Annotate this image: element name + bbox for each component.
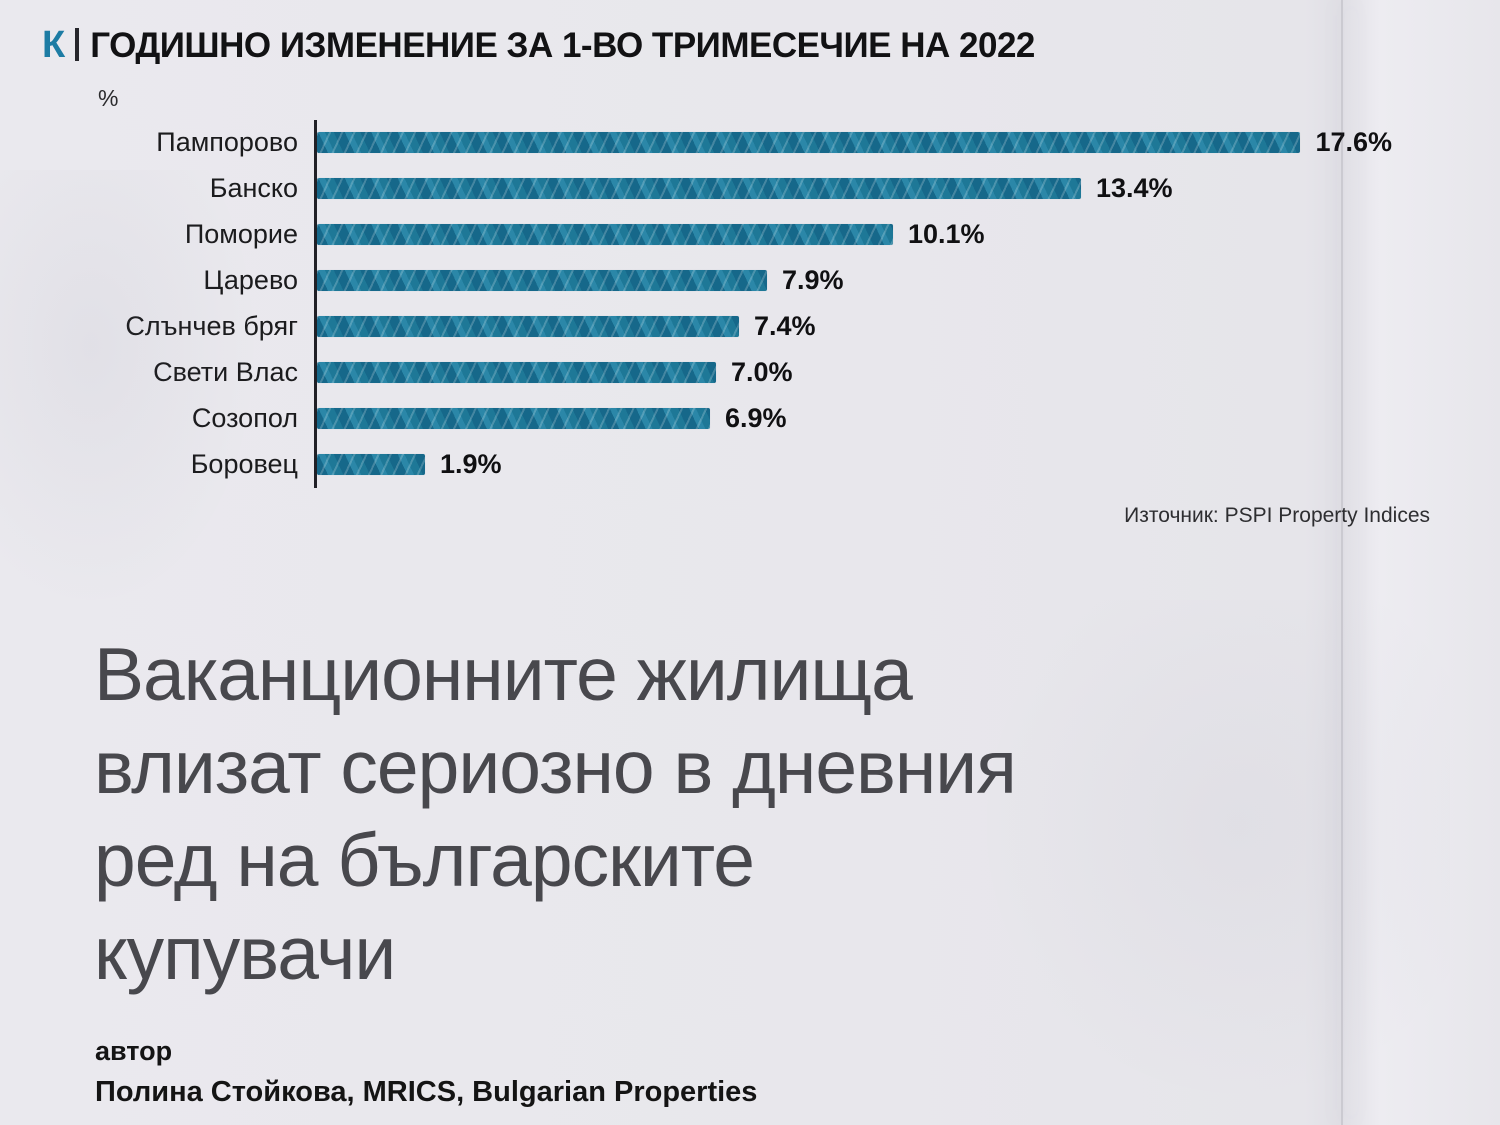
chart-row: Пампорово 17.6%	[42, 119, 1500, 166]
author-label: автор	[95, 1035, 173, 1066]
chart-row: Банско 13.4%	[42, 165, 1500, 212]
value-label: 7.0%	[731, 357, 793, 388]
bar	[317, 454, 425, 476]
category-label: Пампорово	[156, 127, 298, 158]
bar-area: 7.0%	[314, 349, 1392, 396]
chart-row: Созопол 6.9%	[42, 395, 1500, 442]
chart-row: Боровец 1.9%	[42, 441, 1500, 488]
value-label: 1.9%	[440, 449, 502, 480]
bar	[317, 408, 710, 430]
category-label: Созопол	[191, 403, 298, 434]
author-name: Полина Стойкова, MRICS, Bulgarian Proper…	[95, 1075, 758, 1108]
bar	[317, 362, 716, 384]
bar-area: 7.9%	[314, 257, 1392, 304]
category-label: Свети Влас	[153, 357, 298, 388]
chart-row: Царево 7.9%	[42, 257, 1500, 304]
bar-area: 10.1%	[314, 211, 1392, 258]
category-label: Слънчев бряг	[125, 311, 298, 342]
bar-area: 7.4%	[314, 303, 1392, 350]
chart-row: Свети Влас 7.0%	[42, 349, 1500, 396]
value-label: 6.9%	[725, 403, 787, 434]
chart-row: Слънчев бряг 7.4%	[42, 303, 1500, 350]
bar	[317, 178, 1081, 200]
category-label: Поморие	[184, 219, 298, 250]
category-label: Царево	[203, 265, 298, 296]
bar	[317, 132, 1301, 154]
headline-line: Ваканционните жилища	[94, 631, 913, 716]
value-label: 17.6%	[1315, 127, 1392, 158]
category-label: Банско	[209, 173, 298, 204]
logo-divider	[75, 28, 80, 61]
bar-area: 1.9%	[314, 441, 1392, 488]
bar-area: 6.9%	[314, 395, 1392, 442]
article-headline: Ваканционните жилища влизат сериозно в дн…	[94, 628, 1500, 1000]
unit-label: %	[98, 84, 119, 111]
value-label: 13.4%	[1096, 173, 1173, 204]
value-label: 7.9%	[782, 265, 844, 296]
chart-row: Поморие 10.1%	[42, 211, 1500, 258]
value-label: 10.1%	[908, 219, 985, 250]
bar	[317, 224, 893, 246]
bar-chart: Пампорово 17.6% Банско 13.4% Поморие 10.1% Цар…	[42, 119, 1500, 488]
chart-header: К ГОДИШНО ИЗМЕНЕНИЕ ЗА 1-ВО ТРИМЕСЕЧИЕ Н…	[42, 26, 1500, 65]
source-credit: Източник: PSPI Property Indices	[1124, 503, 1430, 527]
headline-line: влизат сериозно в дневния	[94, 724, 1017, 809]
bar	[317, 270, 767, 292]
masthead-k-logo: К	[42, 24, 65, 66]
bar-area: 17.6%	[314, 119, 1392, 166]
value-label: 7.4%	[754, 311, 816, 342]
bar	[317, 316, 739, 338]
bar-area: 13.4%	[314, 165, 1392, 212]
category-label: Боровец	[190, 449, 298, 480]
chart-title: ГОДИШНО ИЗМЕНЕНИЕ ЗА 1-ВО ТРИМЕСЕЧИЕ НА …	[90, 26, 1035, 65]
headline-line: купувачи	[94, 910, 396, 995]
headline-line: ред на българските	[94, 817, 755, 902]
